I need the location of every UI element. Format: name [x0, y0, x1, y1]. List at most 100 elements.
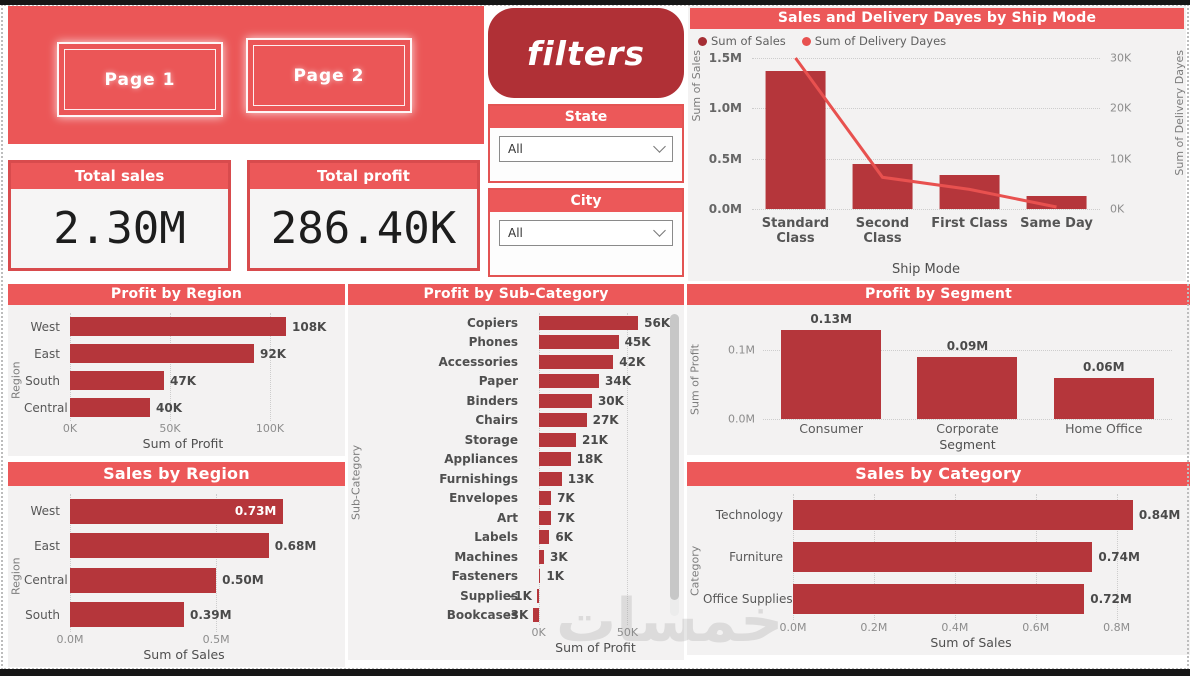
- axis-tick: 0K: [1110, 202, 1125, 216]
- bar[interactable]: [793, 499, 1133, 531]
- bar[interactable]: [538, 510, 552, 525]
- chevron-down-icon: [653, 140, 666, 153]
- chart-row: East 92K: [24, 340, 345, 367]
- bar[interactable]: [536, 588, 539, 603]
- bar[interactable]: [1053, 377, 1154, 419]
- gridline: [538, 313, 540, 625]
- bar[interactable]: [70, 316, 286, 337]
- profit-by-subcategory-panel: Profit by Sub-Category Sub-Category Copie…: [348, 284, 684, 660]
- axis-tick: 0.0M: [708, 202, 742, 216]
- total-profit-value: 286.40K: [270, 203, 457, 254]
- gridline: [170, 313, 171, 421]
- value-label: 34K: [605, 374, 632, 389]
- ship-mode-chart-title: Sales and Delivery Dayes by Ship Mode: [690, 8, 1184, 29]
- scrollbar-thumb[interactable]: [670, 314, 679, 600]
- bar[interactable]: [538, 569, 541, 584]
- value-label: 27K: [592, 413, 619, 428]
- bar[interactable]: [538, 549, 544, 564]
- bar[interactable]: [793, 541, 1093, 573]
- bar[interactable]: [939, 174, 1000, 209]
- page-2-button[interactable]: Page 2: [246, 38, 412, 113]
- bar[interactable]: [70, 498, 284, 524]
- chart-row: Binders 30K: [364, 391, 684, 411]
- chart-row: Central 40K: [24, 394, 345, 421]
- x-axis-label: Sum of Sales: [930, 635, 1012, 650]
- value-label: 0.74M: [1098, 550, 1140, 564]
- chart-row: Machines 3K: [364, 547, 684, 567]
- value-label: -3K: [505, 608, 529, 623]
- chevron-down-icon: [653, 224, 666, 237]
- axis-tick: 0.0M: [56, 633, 84, 646]
- bar[interactable]: [538, 393, 592, 408]
- value-label: 0.09M: [946, 339, 989, 354]
- bar[interactable]: [538, 432, 576, 447]
- bar[interactable]: [852, 163, 913, 209]
- right-axis-label: Sum of Delivery Dayes: [1173, 50, 1186, 176]
- bar[interactable]: [70, 370, 164, 391]
- axis-tick: 0.0M: [728, 412, 755, 426]
- bar[interactable]: [70, 567, 217, 593]
- delivery-days-line[interactable]: [752, 58, 1100, 209]
- state-filter-title: State: [490, 106, 682, 128]
- chart-row: Accessories 42K: [364, 352, 684, 372]
- bar[interactable]: [538, 374, 600, 389]
- state-dropdown[interactable]: All: [499, 136, 673, 162]
- scrollbar-track[interactable]: [670, 314, 679, 616]
- category-label: Corporate: [936, 420, 999, 436]
- value-label: 40K: [156, 400, 182, 415]
- category-label: Home Office: [1065, 420, 1143, 436]
- profit-by-segment-title: Profit by Segment: [687, 284, 1190, 305]
- bar[interactable]: [1026, 195, 1087, 209]
- nav-panel: Page 1 Page 2: [8, 6, 484, 144]
- bar[interactable]: [538, 413, 587, 428]
- value-label: 7K: [557, 491, 575, 506]
- gridline: [752, 58, 1100, 59]
- bar[interactable]: [70, 533, 269, 559]
- bar[interactable]: [781, 329, 882, 419]
- bar[interactable]: [538, 315, 639, 330]
- profit-by-subcategory-chart: Sub-Category Copiers 56K Phones 45K Accessori…: [348, 305, 684, 660]
- delivery-legend-dot-icon: [801, 36, 811, 46]
- chart-row: Furniture 0.74M: [703, 536, 1190, 578]
- bar[interactable]: [538, 491, 552, 506]
- category-label: Consumer: [799, 420, 864, 436]
- axis-tick: 0.5M: [202, 633, 230, 646]
- chart-row: Bookcases -3K: [364, 606, 684, 626]
- city-filter-group: City All: [488, 188, 684, 277]
- page-1-button[interactable]: Page 1: [57, 42, 223, 117]
- bar[interactable]: [917, 357, 1018, 419]
- value-label: 3K: [549, 549, 568, 564]
- value-label: 0.13M: [810, 311, 852, 326]
- bar[interactable]: [793, 583, 1085, 615]
- category-label: Fasteners: [451, 569, 518, 584]
- bar[interactable]: [538, 471, 562, 486]
- city-dropdown[interactable]: All: [499, 220, 673, 246]
- category-label: Chairs: [475, 413, 518, 428]
- category-label: Second Class: [855, 216, 910, 246]
- value-label: 18K: [576, 452, 603, 467]
- gridline: [752, 158, 1100, 160]
- bar[interactable]: [765, 71, 826, 209]
- bar[interactable]: [533, 608, 539, 623]
- category-label: Machines: [454, 549, 518, 564]
- bar[interactable]: [70, 343, 254, 364]
- bar[interactable]: [70, 602, 184, 628]
- category-label: Accessories: [438, 354, 519, 369]
- bar[interactable]: [538, 530, 550, 545]
- chart-row: Technology 0.84M: [703, 494, 1190, 536]
- value-label: 47K: [170, 373, 196, 388]
- axis-tick: 0.8M: [1103, 621, 1131, 634]
- axis-tick: 0.1M: [728, 343, 755, 357]
- sales-by-region-chart: Region West 0.73M East 0.68M Central 0.50M Sout…: [8, 486, 345, 667]
- bar[interactable]: [70, 397, 150, 418]
- bar[interactable]: [538, 452, 571, 467]
- legend-item-sales[interactable]: Sum of Sales: [698, 34, 786, 48]
- axis-tick: 0.0M: [779, 621, 807, 634]
- bar[interactable]: [538, 335, 619, 350]
- legend-item-delivery[interactable]: Sum of Delivery Dayes: [801, 34, 946, 48]
- category-label: East: [34, 538, 60, 553]
- category-label: Storage: [464, 432, 518, 447]
- bar[interactable]: [538, 354, 614, 369]
- chart-row: Envelopes 7K: [364, 489, 684, 509]
- value-label: 6K: [555, 530, 573, 545]
